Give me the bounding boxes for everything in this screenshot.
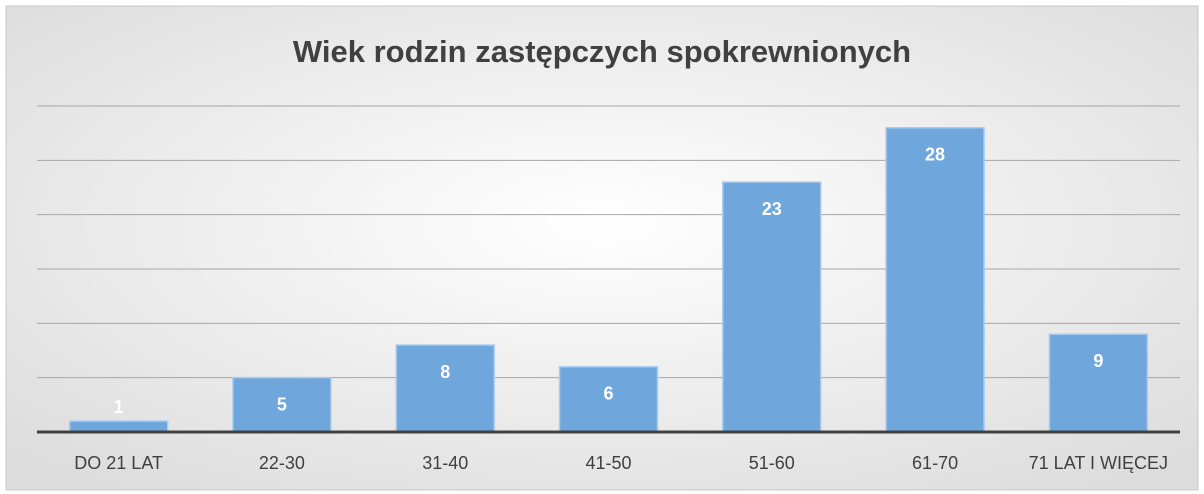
x-tick-label: 71 LAT I WIĘCEJ bbox=[1029, 453, 1168, 473]
bar bbox=[722, 181, 822, 433]
data-label: 23 bbox=[762, 199, 782, 219]
data-label: 6 bbox=[603, 384, 613, 404]
x-tick-label: 41-50 bbox=[585, 453, 631, 473]
bar bbox=[1048, 333, 1149, 433]
x-tick-label: DO 21 LAT bbox=[74, 453, 163, 473]
bar bbox=[232, 376, 332, 433]
x-tick-label: 22-30 bbox=[259, 453, 305, 473]
bar bbox=[558, 366, 659, 433]
bar bbox=[395, 344, 495, 433]
x-tick-label: 31-40 bbox=[422, 453, 468, 473]
bar bbox=[68, 420, 169, 433]
data-label: 28 bbox=[925, 144, 945, 164]
data-label: 5 bbox=[277, 394, 287, 414]
x-tick-label: 51-60 bbox=[749, 453, 795, 473]
bar bbox=[885, 126, 985, 433]
data-label: 8 bbox=[440, 362, 450, 382]
chart-title: Wiek rodzin zastępczych spokrewnionych bbox=[293, 34, 911, 69]
x-tick-label: 61-70 bbox=[912, 453, 958, 473]
data-label: 1 bbox=[114, 397, 124, 417]
data-label: 9 bbox=[1093, 351, 1103, 371]
